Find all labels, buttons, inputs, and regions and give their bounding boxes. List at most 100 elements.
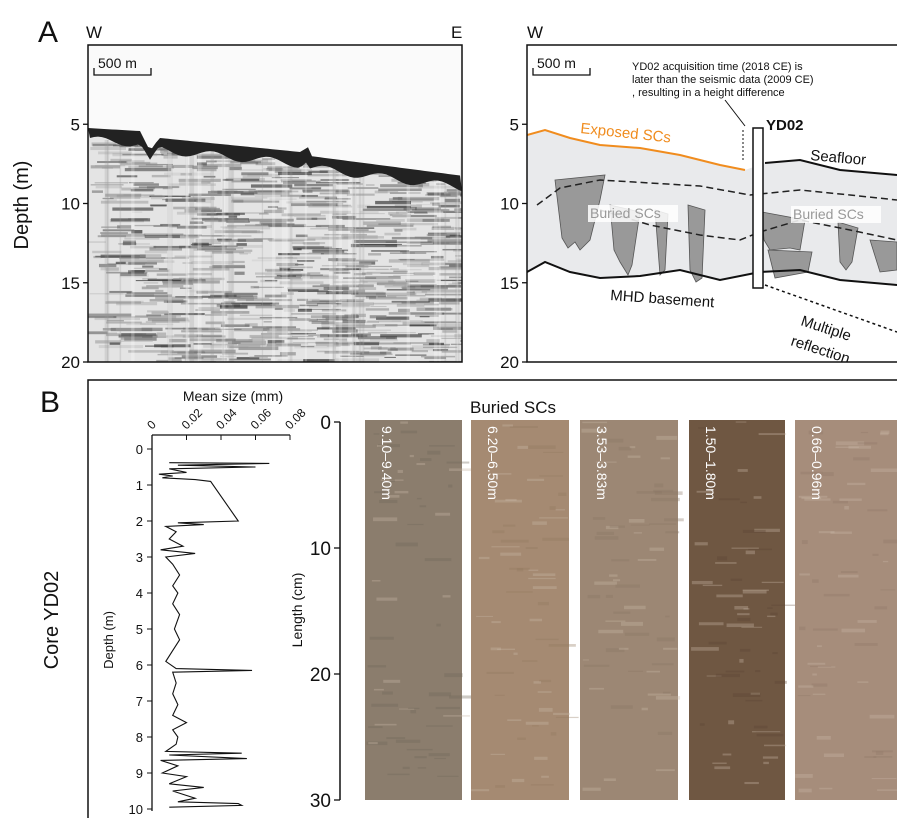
reflector	[142, 277, 157, 280]
reflector	[229, 346, 249, 349]
texture	[509, 567, 530, 570]
texture	[490, 753, 505, 756]
texture	[373, 688, 384, 691]
texture	[753, 496, 762, 499]
reflector	[439, 367, 475, 368]
reflector	[226, 280, 258, 284]
reflector	[293, 247, 302, 251]
texture	[801, 540, 808, 545]
reflector	[233, 200, 280, 203]
texture	[596, 531, 615, 535]
reflector	[120, 337, 153, 340]
reflector	[377, 190, 399, 193]
reflector	[366, 271, 408, 274]
reflector	[295, 263, 304, 266]
reflector	[311, 217, 326, 220]
reflector	[131, 211, 143, 213]
reflector	[342, 218, 391, 220]
reflector	[155, 296, 203, 300]
reflector	[102, 197, 114, 200]
reflector	[439, 273, 462, 276]
reflector	[444, 365, 459, 366]
noise	[185, 140, 190, 362]
texture	[528, 577, 556, 580]
reflector	[325, 300, 364, 304]
reflector	[459, 201, 462, 203]
reflector	[151, 319, 190, 323]
note: later than the seismic data (2009 CE)	[632, 74, 814, 86]
texture	[660, 457, 670, 460]
seismic-profile	[88, 45, 475, 370]
reflector	[292, 335, 314, 338]
reflector	[354, 295, 386, 298]
texture	[774, 680, 787, 684]
texture	[734, 606, 749, 610]
y-tick-label: 10	[61, 195, 80, 214]
reflector	[252, 326, 297, 329]
texture	[877, 789, 897, 791]
reflector	[406, 242, 433, 245]
texture	[654, 483, 664, 488]
texture	[538, 707, 553, 712]
reflector	[310, 227, 355, 230]
texture	[823, 753, 845, 758]
reflector	[362, 280, 396, 284]
reflector	[378, 320, 423, 323]
reflector	[388, 259, 430, 263]
texture	[539, 679, 552, 683]
reflector	[419, 367, 462, 370]
scale-label: 500 m	[98, 55, 137, 71]
reflector	[244, 159, 269, 163]
reflector	[261, 223, 295, 226]
reflector	[197, 248, 237, 251]
texture	[548, 644, 576, 647]
reflector	[354, 239, 397, 243]
reflector	[393, 270, 408, 273]
reflector	[460, 193, 462, 197]
texture	[611, 559, 630, 562]
reflector	[320, 333, 364, 338]
reflector	[327, 334, 368, 338]
reflector	[211, 235, 252, 237]
texture	[382, 691, 393, 695]
reflector	[297, 298, 309, 301]
texture	[595, 461, 617, 463]
texture	[528, 569, 539, 571]
reflector	[98, 263, 117, 268]
reflector	[106, 271, 148, 274]
reflector	[306, 300, 336, 305]
texture	[395, 542, 418, 547]
reflector	[320, 268, 362, 271]
reflector	[124, 167, 170, 172]
reflector	[448, 283, 461, 287]
texture	[770, 612, 778, 616]
reflector	[314, 365, 330, 367]
reflector	[355, 329, 392, 331]
reflector	[132, 187, 156, 189]
texture	[416, 463, 426, 466]
reflector	[411, 345, 450, 349]
reflector	[321, 322, 365, 326]
reflector	[149, 247, 183, 251]
reflector	[187, 273, 212, 276]
texture	[737, 469, 748, 472]
reflector	[212, 251, 234, 254]
texture	[371, 703, 399, 707]
reflector	[143, 282, 159, 284]
reflector	[343, 268, 389, 270]
reflector	[220, 324, 250, 328]
reflector	[372, 323, 398, 327]
reflector	[90, 165, 121, 169]
reflector	[326, 367, 350, 369]
reflector	[353, 342, 380, 346]
reflector	[315, 343, 350, 347]
core-name: YD02	[766, 117, 804, 134]
reflector	[316, 350, 359, 353]
texture	[399, 708, 415, 710]
reflector	[209, 266, 246, 269]
reflector	[310, 315, 333, 319]
note-arrow	[724, 99, 746, 127]
reflector	[384, 284, 408, 288]
note: , resulting in a height difference	[632, 87, 785, 99]
noise	[444, 140, 447, 362]
